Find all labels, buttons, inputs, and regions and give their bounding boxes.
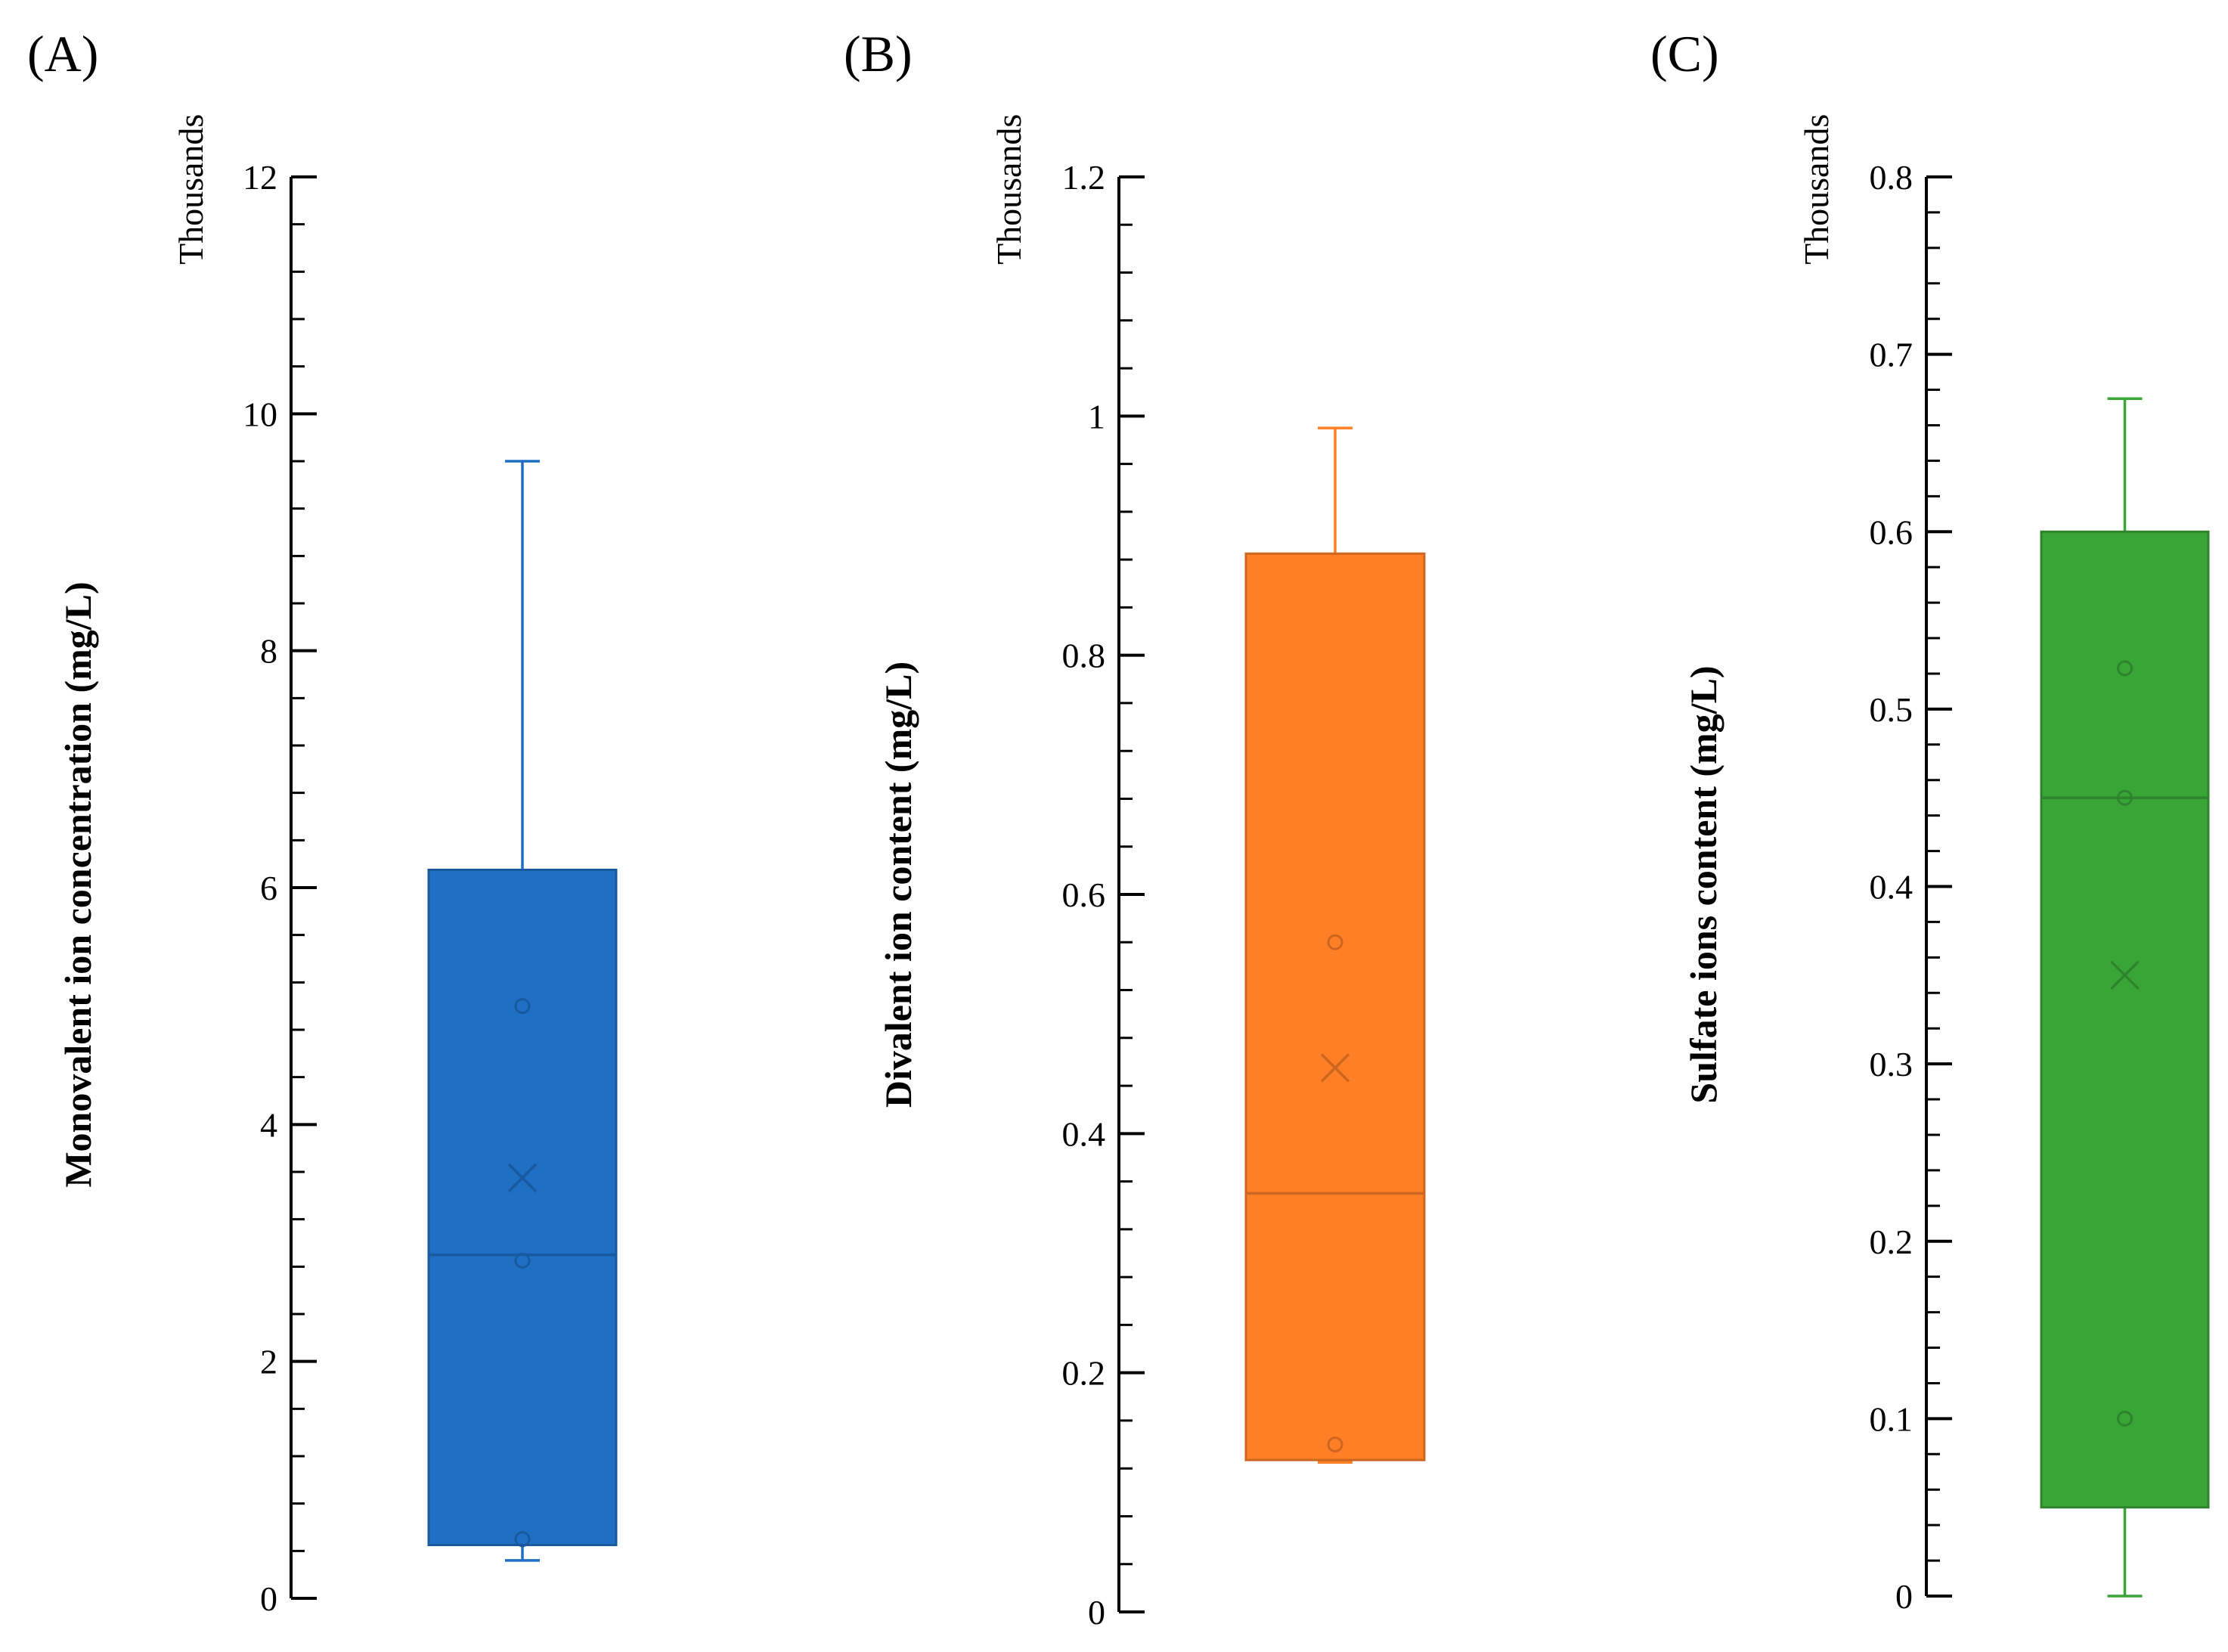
- panel-b: (B) Thousands Divalent ion content (mg/L…: [844, 25, 1426, 1632]
- iqr-box: [1244, 552, 1426, 1461]
- panel-c-tick-labels: 0 0.1 0.2 0.3 0.4 0.5 0.6 0.7 0.8: [1870, 158, 1913, 1616]
- tick-label: 8: [260, 632, 277, 671]
- tick-label: 0: [1088, 1593, 1105, 1632]
- data-point: [514, 1253, 531, 1269]
- mean-marker: [2110, 960, 2140, 990]
- panel-b-y-axis-title: Divalent ion content (mg/L): [877, 662, 919, 1108]
- panel-c-y-axis: [1925, 175, 1952, 1598]
- panel-b-y-axis: [1117, 175, 1145, 1613]
- panel-c-y-axis-title: Sulfate ions content (mg/L): [1682, 665, 1724, 1103]
- data-point: [2117, 789, 2133, 806]
- panel-a-y-axis: [290, 175, 317, 1600]
- data-point: [1327, 934, 1343, 950]
- data-point: [514, 1531, 531, 1548]
- tick-label: 0.4: [1870, 868, 1913, 907]
- panel-c-box: [2040, 397, 2210, 1598]
- tick-label: 0.1: [1870, 1399, 1913, 1438]
- tick-label: 0.2: [1062, 1354, 1106, 1393]
- tick-label: 2: [260, 1343, 277, 1381]
- tick-label: 0.3: [1870, 1045, 1913, 1083]
- tick-label: 10: [243, 395, 277, 433]
- tick-label: 0: [260, 1579, 277, 1618]
- tick-label: 0.8: [1870, 158, 1913, 197]
- tick-label: 1.2: [1062, 158, 1106, 197]
- tick-label: 4: [260, 1105, 277, 1144]
- data-point: [2117, 1410, 2133, 1427]
- panel-b-units-label: Thousands: [990, 114, 1028, 265]
- tick-label: 0.8: [1062, 637, 1106, 675]
- tick-label: 0.2: [1870, 1223, 1913, 1261]
- panel-a-tick-labels: 0 2 4 6 8 10 12: [243, 158, 277, 1618]
- panel-c: (C) Thousands Sulfate ions content (mg/L…: [1650, 25, 2210, 1616]
- panel-b-tick-labels: 0 0.2 0.4 0.6 0.8 1 1.2: [1062, 158, 1106, 1632]
- panel-a-box: [427, 460, 618, 1562]
- tick-label: 6: [260, 869, 277, 907]
- iqr-box: [2040, 530, 2210, 1509]
- mean-marker: [1320, 1053, 1350, 1083]
- data-point: [2117, 660, 2133, 677]
- panel-a: (A) Thousands Monovalent ion concentrati…: [27, 25, 618, 1618]
- tick-label: 0.6: [1870, 513, 1913, 551]
- tick-label: 0.5: [1870, 690, 1913, 729]
- iqr-box: [427, 869, 618, 1546]
- data-point: [514, 998, 531, 1015]
- tick-label: 1: [1088, 397, 1105, 435]
- mean-marker: [507, 1163, 538, 1193]
- panel-b-box: [1244, 426, 1426, 1464]
- tick-label: 0: [1895, 1577, 1913, 1616]
- tick-label: 0.4: [1062, 1114, 1106, 1153]
- panel-a-label: (A): [27, 25, 98, 82]
- panel-a-units-label: Thousands: [172, 114, 210, 265]
- panel-c-units-label: Thousands: [1797, 114, 1836, 265]
- panel-c-label: (C): [1650, 25, 1719, 82]
- data-point: [1327, 1437, 1343, 1453]
- panel-b-label: (B): [844, 25, 913, 82]
- tick-label: 0.6: [1062, 876, 1106, 914]
- tick-label: 0.7: [1870, 336, 1913, 374]
- panel-a-y-axis-title: Monovalent ion concentration (mg/L): [57, 581, 99, 1187]
- tick-label: 12: [243, 158, 277, 197]
